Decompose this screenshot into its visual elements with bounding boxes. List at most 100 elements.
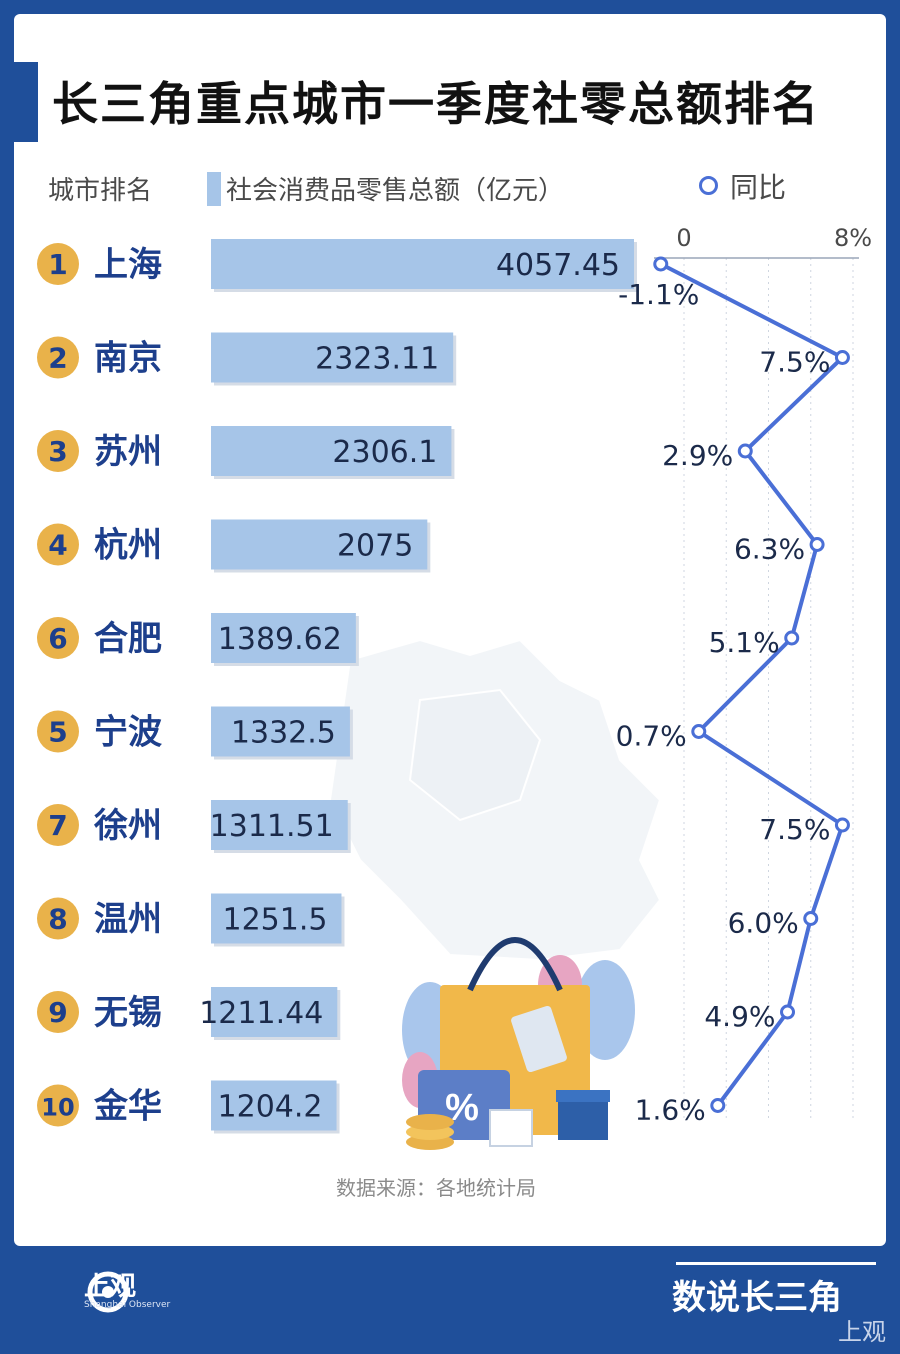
city-rows: 1 上海 2 南京 3 苏州 4 杭州 6 合肥 5 宁波 7 徐州 8 温州 9 无锡 10 金华 [37,243,162,1127]
yoy-point [834,817,850,833]
rank-number: 9 [48,996,67,1029]
shanghai-observer-logo-icon [87,1271,129,1313]
rank-badge: 5 [37,710,79,753]
rank-number: 7 [48,809,67,842]
bar [211,706,350,757]
rank-badge: 9 [37,991,79,1033]
rank-badge: 8 [37,897,79,940]
bar-value-label: 1204.2 [218,1090,323,1125]
bar-value-label: 2306.1 [332,435,437,470]
city-name: 金华 [93,1087,162,1127]
rank-number: 1 [48,248,67,281]
city-name: 宁波 [94,713,162,753]
bar-value-label: 1251.5 [222,903,327,938]
yoy-point [691,724,707,739]
footer-logo-subtitle: Shanghai Observer [84,1300,171,1310]
yoy-value-label: 4.9% [704,1000,775,1033]
watermark: 上观 [838,1318,886,1346]
yoy-value-label: 2.9% [662,439,733,472]
rank-badge-circle [37,710,79,753]
bar-value-label: 2075 [337,529,413,564]
rank-badge-circle [37,617,79,659]
yoy-tick-label: 8% [834,224,872,252]
bar-value-label: 1389.62 [218,622,342,657]
yoy-point [834,350,850,365]
rank-badge-circle [37,1084,79,1127]
title-accent-bar [14,62,38,142]
yoy-line-series: -1.1% 7.5% 2.9% 6.3% 5.1% 0.7% 7.5% 6.0% 4.9% 1.6… [616,256,850,1127]
bar [211,800,348,850]
bar [211,893,342,944]
legend-bar-swatch [207,172,221,206]
city-name: 上海 [94,245,162,285]
bar-value-label: 1311.51 [210,809,334,844]
rank-badge: 1 [37,243,79,285]
page-title: 长三角重点城市一季度社零总额排名 [52,77,820,131]
yoy-axis: 0 8% [654,224,872,1120]
yoy-value-label: 6.3% [734,533,805,566]
bar-value-label: 4057.45 [496,248,620,283]
footer-column-name: 数说长三角 [672,1278,842,1318]
city-name: 无锡 [94,993,162,1033]
rank-badge: 10 [37,1084,79,1127]
map-illustration [328,638,662,962]
legend-line-label: 同比 [730,171,787,204]
rank-badge: 6 [37,617,79,659]
footer-logo-text: 上观 [84,1272,137,1302]
rank-badge-circle [37,243,79,285]
bar-value-label: 1332.5 [231,716,336,751]
rank-badge: 3 [37,430,79,472]
rank-badge-circle [37,991,79,1033]
rank-number: 3 [48,435,67,468]
rank-badge-circle [37,430,79,472]
rank-badge-circle [37,523,79,566]
city-name: 杭州 [94,526,162,566]
yoy-value-label: 1.6% [635,1094,706,1127]
yoy-point [784,630,800,646]
legend-line-marker [699,176,718,195]
rank-badge-circle [37,804,79,846]
data-source: 数据来源：各地统计局 [336,1176,536,1200]
yoy-point [780,1004,796,1020]
city-name: 苏州 [94,432,162,472]
bar-value-label: 1211.44 [199,996,323,1031]
yoy-value-label: 5.1% [709,626,780,659]
yoy-tick-label: 0 [676,224,691,252]
bar [211,332,454,383]
bar [211,987,338,1037]
shopping-illustration: % [402,937,635,1150]
rank-number: 10 [41,1094,74,1122]
rank-badge: 4 [37,523,79,566]
rank-badge-circle [37,897,79,940]
bar-value-label: 2323.11 [315,342,439,377]
rank-badge: 2 [37,336,79,379]
rank-number: 8 [48,903,67,936]
yoy-point [809,537,825,552]
bar [211,613,356,663]
bar [211,519,428,570]
yoy-value-label: 7.5% [759,813,830,846]
yoy-point [803,911,819,926]
rank-badge-circle [37,336,79,379]
rank-badge: 7 [37,804,79,846]
legend-bar-label: 社会消费品零售总额（亿元） [226,176,565,206]
bar [211,1080,337,1131]
rank-number: 5 [48,716,67,749]
yoy-value-label: 7.5% [759,346,830,379]
yoy-point [710,1098,726,1113]
city-name: 合肥 [94,619,162,659]
yoy-line-path [659,262,845,1107]
yoy-point [653,256,669,272]
yoy-point [737,443,753,459]
bar-series: 4057.45 2323.11 2306.1 2075 1389.62 1332.5 131… [199,239,637,1134]
bar [211,239,634,289]
yoy-value-label: 0.7% [616,720,687,753]
legend-rank-label: 城市排名 [48,176,153,206]
rank-number: 4 [48,529,67,562]
city-name: 徐州 [93,806,162,846]
rank-number: 2 [48,342,67,375]
rank-number: 6 [48,622,67,655]
yoy-value-label: -1.1% [618,278,699,311]
city-name: 温州 [94,900,162,940]
